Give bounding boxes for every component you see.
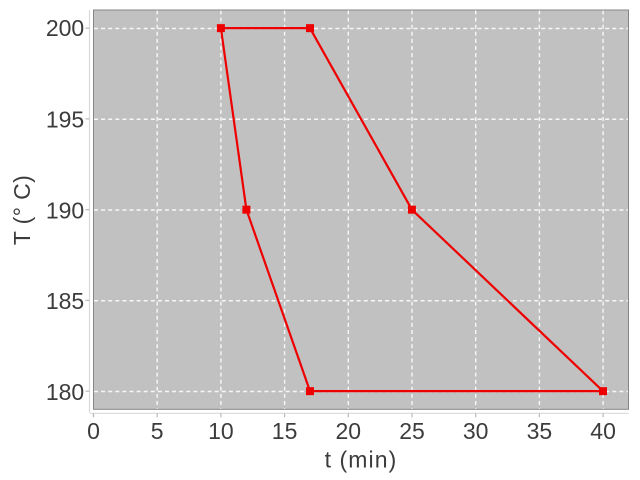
svg-text:200: 200: [46, 15, 84, 41]
svg-text:35: 35: [527, 418, 553, 444]
svg-text:0: 0: [87, 418, 100, 444]
svg-text:180: 180: [46, 379, 84, 405]
svg-text:190: 190: [46, 197, 84, 223]
svg-text:15: 15: [272, 418, 298, 444]
svg-text:195: 195: [46, 107, 84, 133]
svg-text:5: 5: [151, 418, 164, 444]
svg-text:30: 30: [463, 418, 489, 444]
svg-text:20: 20: [336, 418, 362, 444]
svg-text:T (° C): T (° C): [9, 175, 35, 245]
svg-text:40: 40: [590, 418, 616, 444]
svg-text:25: 25: [399, 418, 425, 444]
svg-text:185: 185: [46, 288, 84, 314]
svg-text:t (min): t (min): [325, 446, 398, 472]
svg-text:10: 10: [208, 418, 234, 444]
